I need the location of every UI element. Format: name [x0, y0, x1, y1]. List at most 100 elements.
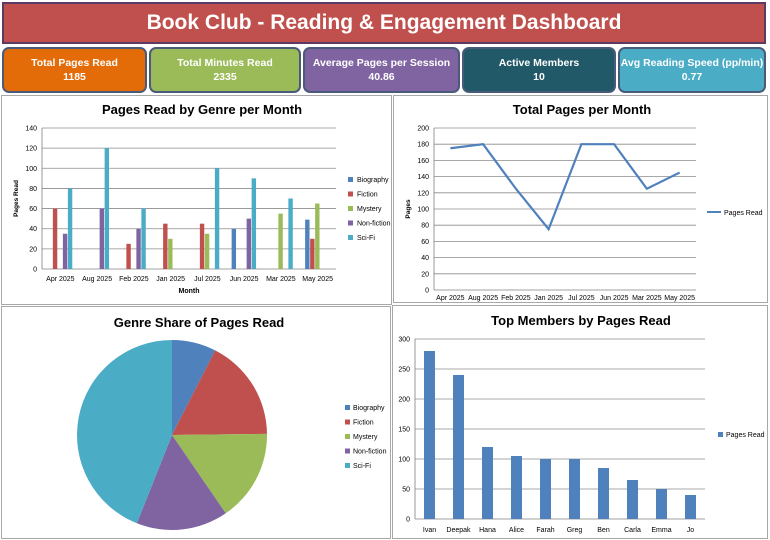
legend-label: Sci-Fi — [357, 235, 375, 242]
bar-member — [627, 480, 638, 519]
bar-non-fiction — [136, 229, 140, 269]
y-tick-label: 50 — [402, 487, 410, 494]
legend-swatch — [345, 434, 350, 439]
bar-member — [511, 456, 522, 519]
x-tick-label: Jan 2025 — [534, 295, 563, 302]
kpi-label: Active Members — [499, 56, 580, 70]
kpi-label: Total Pages Read — [31, 56, 118, 70]
kpi-value: 0.77 — [682, 70, 702, 84]
y-tick-label: 40 — [421, 255, 429, 262]
top-members-chart: Top Members by Pages Read050100150200250… — [393, 306, 769, 540]
x-tick-label: Emma — [651, 527, 671, 534]
y-tick-label: 250 — [398, 367, 410, 374]
bar-member — [424, 351, 435, 519]
kpi-card-reading-speed: Avg Reading Speed (pp/min) 0.77 — [618, 47, 766, 93]
genre-month-chart: Pages Read by Genre per Month02040608010… — [2, 96, 393, 306]
y-tick-label: 120 — [25, 146, 37, 153]
x-tick-label: Apr 2025 — [46, 276, 75, 283]
dashboard-title: Book Club - Reading & Engagement Dashboa… — [147, 11, 622, 35]
y-tick-label: 0 — [425, 288, 429, 295]
x-tick-label: Mar 2025 — [632, 295, 662, 302]
x-tick-label: Mar 2025 — [266, 276, 296, 283]
kpi-label: Average Pages per Session — [313, 56, 450, 70]
bar-biography — [232, 229, 236, 269]
y-tick-label: 80 — [421, 223, 429, 230]
legend-swatch — [348, 177, 353, 182]
y-tick-label: 40 — [29, 226, 37, 233]
y-tick-label: 300 — [398, 337, 410, 344]
y-tick-label: 60 — [421, 239, 429, 246]
bar-member — [482, 447, 493, 519]
legend-swatch — [345, 405, 350, 410]
y-tick-label: 20 — [421, 271, 429, 278]
legend-swatch — [348, 192, 353, 197]
x-tick-label: Jul 2025 — [568, 295, 595, 302]
legend-label: Mystery — [357, 206, 382, 213]
y-tick-label: 150 — [398, 427, 410, 434]
legend-label: Pages Read — [726, 432, 765, 439]
y-tick-label: 100 — [25, 166, 37, 173]
legend-label: Biography — [357, 177, 389, 184]
y-tick-label: 200 — [398, 397, 410, 404]
kpi-value: 1185 — [63, 70, 86, 84]
y-tick-label: 100 — [398, 457, 410, 464]
x-tick-label: Farah — [536, 527, 554, 534]
bar-fiction — [53, 209, 57, 269]
kpi-value: 10 — [533, 70, 545, 84]
x-tick-label: Ivan — [423, 527, 436, 534]
bar-fiction — [200, 224, 204, 269]
x-tick-label: Jan 2025 — [156, 276, 185, 283]
bar-biography — [305, 220, 309, 269]
bar-member — [569, 459, 580, 519]
bar-non-fiction — [100, 209, 104, 269]
bar-fiction — [163, 224, 167, 269]
legend-label: Non-fiction — [353, 449, 387, 456]
kpi-value: 2335 — [213, 70, 236, 84]
kpi-value: 40.86 — [368, 70, 394, 84]
bar-member — [685, 495, 696, 519]
bar-sci-fi — [252, 178, 256, 269]
bar-mystery — [168, 239, 172, 269]
bar-non-fiction — [63, 234, 67, 269]
legend-swatch — [345, 420, 350, 425]
bar-sci-fi — [215, 168, 219, 269]
chart-title: Total Pages per Month — [513, 102, 651, 117]
legend-swatch — [345, 449, 350, 454]
x-tick-label: Aug 2025 — [468, 295, 498, 302]
y-tick-label: 100 — [417, 207, 429, 214]
x-tick-label: Jun 2025 — [230, 276, 259, 283]
series-line-pages-read — [450, 144, 679, 229]
x-tick-label: Greg — [567, 527, 583, 534]
chart-title: Genre Share of Pages Read — [114, 315, 285, 330]
legend-label: Mystery — [353, 434, 378, 441]
x-tick-label: Jul 2025 — [194, 276, 221, 283]
y-axis-label: Pages Read — [13, 180, 20, 217]
kpi-card-total-pages: Total Pages Read 1185 — [2, 47, 147, 93]
kpi-card-total-minutes: Total Minutes Read 2335 — [149, 47, 301, 93]
y-tick-label: 120 — [417, 190, 429, 197]
bar-member — [656, 489, 667, 519]
pages-month-chart: Total Pages per Month0204060801001201401… — [394, 96, 769, 304]
x-tick-label: Deepak — [446, 527, 471, 534]
bar-sci-fi — [288, 199, 292, 270]
legend-label: Fiction — [353, 420, 374, 427]
x-tick-label: Apr 2025 — [436, 295, 465, 302]
genre-share-chart: Genre Share of Pages ReadBiographyFictio… — [2, 307, 392, 540]
legend-swatch — [348, 235, 353, 240]
x-axis-label: Month — [179, 288, 200, 295]
x-tick-label: May 2025 — [302, 276, 333, 283]
y-tick-label: 200 — [417, 126, 429, 133]
x-tick-label: Feb 2025 — [119, 276, 149, 283]
x-tick-label: Carla — [624, 527, 641, 534]
kpi-card-average-pages: Average Pages per Session 40.86 — [303, 47, 460, 93]
chart-title: Top Members by Pages Read — [491, 313, 671, 328]
chart-title: Pages Read by Genre per Month — [102, 102, 302, 117]
bar-fiction — [126, 244, 130, 269]
kpi-card-active-members: Active Members 10 — [462, 47, 616, 93]
x-tick-label: Alice — [509, 527, 524, 534]
bar-mystery — [205, 234, 209, 269]
legend-swatch — [345, 463, 350, 468]
